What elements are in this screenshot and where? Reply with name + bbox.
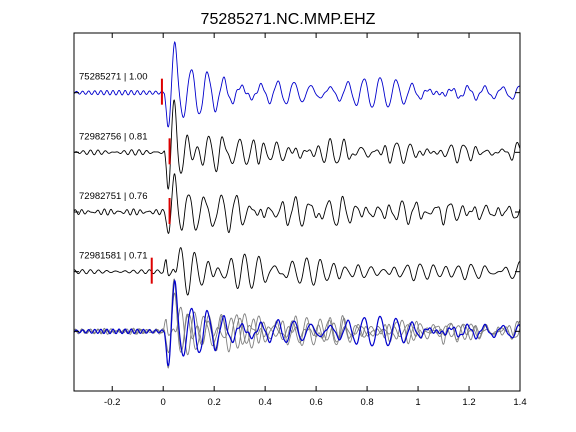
trace-line <box>73 173 521 234</box>
trace-line <box>73 40 520 128</box>
x-tick-label: 1 <box>415 397 420 408</box>
trace-label: 72982751 | 0.76 <box>79 191 148 202</box>
overlay-trace-line <box>73 278 521 369</box>
x-tick-label: 0.8 <box>360 397 373 408</box>
x-tick-label: 1.2 <box>462 397 475 408</box>
overlay-reference-line <box>73 279 520 367</box>
trace-labels: 75285271 | 1.00 72982756 | 0.81 72982751 |… <box>79 72 148 262</box>
x-tick-label: 0.4 <box>259 397 272 408</box>
x-axis-ticks: -0.2 0 0.2 0.4 0.6 0.8 1 1.2 1.4 <box>104 33 527 408</box>
chart-title: 75285271.NC.MMP.EHZ <box>201 11 376 28</box>
x-tick-label: 0 <box>161 397 166 408</box>
x-tick-label: -0.2 <box>104 397 120 408</box>
x-tick-label: 0.6 <box>310 397 323 408</box>
trace-label: 75285271 | 1.00 <box>79 72 148 83</box>
trace-line <box>73 99 521 190</box>
x-tick-label: 1.4 <box>513 397 526 408</box>
trace-label: 72981581 | 0.71 <box>79 251 148 262</box>
picks-layer <box>150 78 171 284</box>
traces-layer <box>73 40 521 369</box>
overlay-trace-line <box>73 292 521 354</box>
trace-label: 72982756 | 0.81 <box>79 131 148 142</box>
trace-line <box>73 247 520 296</box>
x-tick-label: 0.2 <box>208 397 221 408</box>
y-axis-ticks <box>74 32 520 392</box>
